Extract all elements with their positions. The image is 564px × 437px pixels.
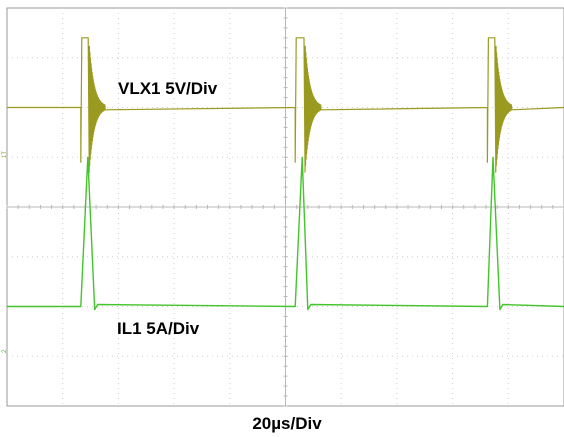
- time-division-label: 20µs/Div: [252, 414, 322, 433]
- channel-1-marker: 1T: [2, 151, 8, 158]
- il1-trace: [7, 156, 564, 311]
- traces: [7, 37, 564, 311]
- channel-2-marker: 2: [2, 349, 8, 353]
- vlx1-label: VLX1 5V/Div: [118, 79, 218, 98]
- graticule: [6, 7, 564, 407]
- vlx1-trace: [7, 37, 564, 173]
- il1-label: IL1 5A/Div: [117, 319, 200, 338]
